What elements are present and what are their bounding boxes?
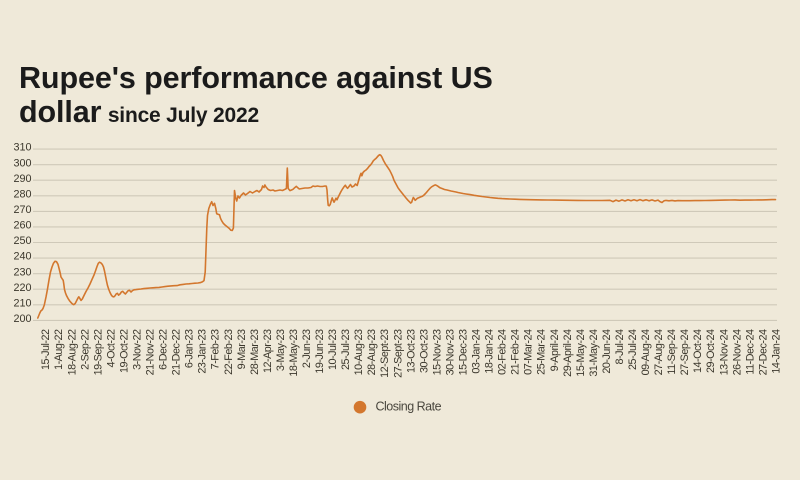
svg-text:4-Oct-22: 4-Oct-22 xyxy=(105,329,117,367)
svg-text:15-May-24: 15-May-24 xyxy=(575,329,587,377)
svg-text:20-Jun-24: 20-Jun-24 xyxy=(601,329,613,374)
svg-text:28-Mar-23: 28-Mar-23 xyxy=(249,329,261,375)
svg-text:15-Jul-22: 15-Jul-22 xyxy=(40,329,52,370)
svg-text:250: 250 xyxy=(13,235,31,247)
svg-text:9-Mar-23: 9-Mar-23 xyxy=(236,329,248,369)
svg-text:18-May-23: 18-May-23 xyxy=(288,329,300,377)
svg-text:19-Oct-22: 19-Oct-22 xyxy=(118,329,130,373)
svg-text:30-Oct-23: 30-Oct-23 xyxy=(418,329,430,373)
svg-text:12-Apr-23: 12-Apr-23 xyxy=(262,329,274,373)
svg-text:270: 270 xyxy=(13,204,31,216)
svg-text:19-Jun-23: 19-Jun-23 xyxy=(314,329,326,374)
svg-text:10-Jul-23: 10-Jul-23 xyxy=(327,329,339,370)
svg-text:300: 300 xyxy=(13,157,31,169)
svg-text:14-Oct-24: 14-Oct-24 xyxy=(692,329,704,373)
svg-text:200: 200 xyxy=(13,313,31,325)
svg-text:07-Mar-24: 07-Mar-24 xyxy=(523,329,535,375)
svg-text:13-Oct-23: 13-Oct-23 xyxy=(405,329,417,373)
svg-text:18-Aug-22: 18-Aug-22 xyxy=(66,329,78,375)
svg-text:11-Dec-24: 11-Dec-24 xyxy=(744,329,756,375)
svg-text:29-Oct-24: 29-Oct-24 xyxy=(705,329,717,373)
svg-text:21-Feb-24: 21-Feb-24 xyxy=(510,329,522,375)
svg-text:29-April-24: 29-April-24 xyxy=(562,329,574,377)
svg-text:6-Dec-22: 6-Dec-22 xyxy=(158,329,170,370)
svg-text:11-Sep-24: 11-Sep-24 xyxy=(666,329,678,375)
svg-text:31-May-24: 31-May-24 xyxy=(588,329,600,377)
svg-text:09-Aug-24: 09-Aug-24 xyxy=(640,329,652,375)
svg-text:2-Jun-23: 2-Jun-23 xyxy=(301,329,313,368)
svg-text:19-Sep-22: 19-Sep-22 xyxy=(92,329,104,375)
svg-text:27-Sept-23: 27-Sept-23 xyxy=(392,329,404,378)
svg-text:9-April-24: 9-April-24 xyxy=(549,329,561,371)
svg-text:280: 280 xyxy=(13,188,31,200)
svg-text:02-Feb-24: 02-Feb-24 xyxy=(497,329,509,375)
svg-text:3-May-23: 3-May-23 xyxy=(275,329,287,371)
svg-text:290: 290 xyxy=(13,173,31,185)
svg-text:27-Sep-24: 27-Sep-24 xyxy=(679,329,691,375)
svg-text:27-Dec-24: 27-Dec-24 xyxy=(757,329,769,375)
svg-text:220: 220 xyxy=(13,282,31,294)
svg-text:14-Jan-24: 14-Jan-24 xyxy=(770,329,782,374)
svg-text:15-Nov-23: 15-Nov-23 xyxy=(431,329,443,375)
svg-text:03-Jan-24: 03-Jan-24 xyxy=(471,329,483,374)
svg-text:13-Nov-24: 13-Nov-24 xyxy=(718,329,730,375)
svg-text:260: 260 xyxy=(13,220,31,232)
svg-text:27-Aug-24: 27-Aug-24 xyxy=(653,329,665,375)
svg-text:30-Nov-23: 30-Nov-23 xyxy=(444,329,456,375)
svg-text:310: 310 xyxy=(13,142,31,154)
svg-text:21-Dec-22: 21-Dec-22 xyxy=(171,329,183,375)
svg-text:3-Nov-22: 3-Nov-22 xyxy=(131,329,143,370)
svg-text:2-Sep-22: 2-Sep-22 xyxy=(79,329,91,370)
svg-text:15-Dec-23: 15-Dec-23 xyxy=(457,329,469,375)
svg-text:26-Nov-24: 26-Nov-24 xyxy=(731,329,743,375)
svg-text:25-Mar-24: 25-Mar-24 xyxy=(536,329,548,375)
svg-text:25-Jul-24: 25-Jul-24 xyxy=(627,329,639,370)
svg-text:25-Jul-23: 25-Jul-23 xyxy=(340,329,352,370)
svg-text:Closing Rate: Closing Rate xyxy=(376,400,442,414)
svg-text:28-Aug-23: 28-Aug-23 xyxy=(366,329,378,375)
svg-text:21-Nov-22: 21-Nov-22 xyxy=(145,329,157,375)
svg-text:8-Jul-24: 8-Jul-24 xyxy=(614,329,626,365)
svg-text:23-Jan-23: 23-Jan-23 xyxy=(197,329,209,374)
svg-text:10-Aug-23: 10-Aug-23 xyxy=(353,329,365,375)
svg-text:210: 210 xyxy=(13,297,31,309)
svg-text:1-Aug-22: 1-Aug-22 xyxy=(53,329,65,370)
svg-text:18-Jan-24: 18-Jan-24 xyxy=(484,329,496,374)
svg-text:230: 230 xyxy=(13,266,31,278)
svg-text:22-Feb-23: 22-Feb-23 xyxy=(223,329,235,375)
svg-text:240: 240 xyxy=(13,251,31,263)
svg-text:12-Sept-23: 12-Sept-23 xyxy=(379,329,391,378)
svg-text:6-Jan-23: 6-Jan-23 xyxy=(184,329,196,368)
svg-text:7-Feb-23: 7-Feb-23 xyxy=(210,329,222,369)
